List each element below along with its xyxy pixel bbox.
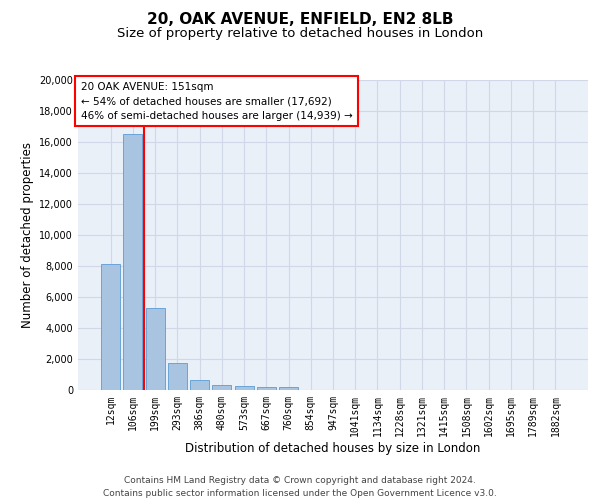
Bar [124,134,142,390]
Y-axis label: Number of detached properties: Number of detached properties [21,142,34,328]
X-axis label: Distribution of detached houses by size in London: Distribution of detached houses by size … [185,442,481,454]
Text: 20, OAK AVENUE, ENFIELD, EN2 8LB: 20, OAK AVENUE, ENFIELD, EN2 8LB [147,12,453,28]
Bar [101,264,120,390]
Bar [257,387,276,390]
Text: Size of property relative to detached houses in London: Size of property relative to detached ho… [117,28,483,40]
Bar [235,386,254,390]
Text: 20 OAK AVENUE: 151sqm
← 54% of detached houses are smaller (17,692)
46% of semi-: 20 OAK AVENUE: 151sqm ← 54% of detached … [80,82,352,121]
Bar [190,380,209,390]
Text: Contains HM Land Registry data © Crown copyright and database right 2024.
Contai: Contains HM Land Registry data © Crown c… [103,476,497,498]
Bar [212,384,231,390]
Bar [168,363,187,390]
Bar [146,308,164,390]
Bar [279,388,298,390]
